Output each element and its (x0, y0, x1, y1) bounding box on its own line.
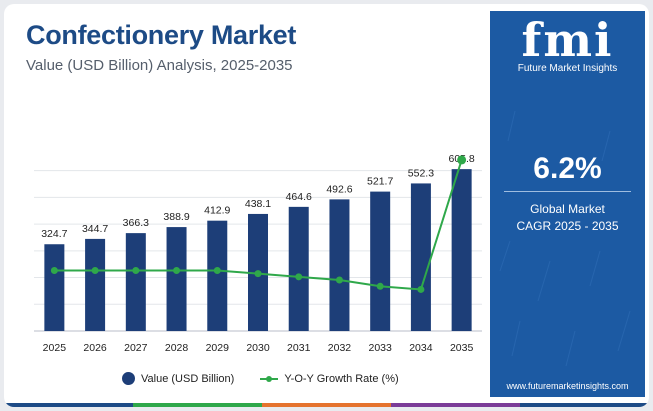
website-link[interactable]: www.futuremarketinsights.com (506, 381, 629, 391)
x-tick-label-2025: 2025 (43, 342, 67, 354)
bar-value-label-2030: 438.1 (245, 198, 271, 210)
bar-value-label-2028: 388.9 (163, 211, 189, 223)
bar-2028 (166, 227, 187, 331)
bar-2029 (207, 220, 228, 331)
legend-line-swatch (260, 375, 279, 382)
growth-point-2035 (457, 155, 467, 165)
legend-bar-label: Value (USD Billion) (141, 372, 235, 385)
bar-2034 (410, 183, 431, 331)
x-tick-label-2029: 2029 (206, 342, 230, 354)
bar-2026 (85, 238, 106, 331)
bottom-color-bar (4, 403, 649, 407)
growth-point-2027 (132, 267, 140, 274)
x-tick-label-2034: 2034 (409, 342, 433, 354)
x-tick-label-2026: 2026 (83, 342, 107, 354)
bar-line-chart: 324.7 2025 344.7 2026 366.3 2027 388.9 2028 412.… (34, 153, 482, 354)
bar-value-label-2026: 344.7 (82, 223, 108, 235)
bar-value-label-2032: 492.6 (326, 183, 352, 195)
growth-point-2032 (335, 276, 343, 284)
chart-legend: Value (USD Billion) Y-O-Y Growth Rate (%… (122, 372, 425, 385)
bottom-bar-segment (391, 403, 520, 407)
cagr-value: 6.2% (533, 152, 602, 185)
chart-card: Confectionery Market Value (USD Billion)… (4, 4, 649, 407)
growth-point-2031 (295, 273, 303, 281)
growth-point-2029 (213, 267, 221, 274)
bottom-bar-segment (520, 403, 649, 407)
logo-subtitle: Future Market Insights (517, 63, 618, 74)
x-tick-label-2030: 2030 (246, 342, 270, 354)
x-tick-label-2028: 2028 (165, 342, 189, 354)
page-subtitle: Value (USD Billion) Analysis, 2025-2035 (26, 57, 293, 74)
bottom-bar-segment (133, 403, 262, 407)
side-panel: fmi Future Market Insights 6.2% Global M… (490, 11, 645, 397)
panel-texture (499, 110, 631, 367)
bar-value-label-2029: 412.9 (204, 205, 230, 217)
growth-point-2026 (91, 267, 99, 274)
page-title: Confectionery Market (26, 20, 297, 50)
growth-point-2034 (417, 285, 425, 293)
legend-item-growth: Y-O-Y Growth Rate (%) (260, 372, 399, 385)
bottom-bar-segment (4, 403, 133, 407)
x-tick-label-2033: 2033 (369, 342, 393, 354)
bar-2032 (329, 199, 350, 331)
bar-value-label-2027: 366.3 (123, 217, 149, 229)
bar-2031 (288, 206, 309, 331)
bar-2025 (44, 244, 65, 331)
panel-divider (504, 191, 631, 192)
growth-point-2025 (50, 267, 58, 274)
x-tick-label-2027: 2027 (124, 342, 148, 354)
bar-value-label-2033: 521.7 (367, 176, 393, 188)
x-tick-label-2031: 2031 (287, 342, 311, 354)
growth-point-2028 (173, 267, 181, 274)
x-tick-label-2035: 2035 (450, 342, 474, 354)
legend-item-value: Value (USD Billion) (122, 372, 234, 385)
bar-value-label-2034: 552.3 (408, 167, 434, 179)
legend-bar-swatch (122, 372, 135, 385)
cagr-label-line1: Global Market (530, 202, 605, 216)
logo-mark: fmi (521, 13, 614, 67)
bottom-bar-segment (262, 403, 391, 407)
bar-2033 (370, 191, 391, 331)
bar-value-label-2031: 464.6 (286, 191, 312, 203)
bar-2027 (125, 233, 146, 331)
bar-2035 (451, 169, 472, 331)
cagr-label-line2: CAGR 2025 - 2035 (516, 219, 619, 233)
bar-value-label-2025: 324.7 (41, 228, 67, 240)
growth-point-2030 (254, 270, 262, 278)
growth-point-2033 (376, 282, 384, 290)
cagr-label: Global Market CAGR 2025 - 2035 (490, 201, 645, 235)
fmi-logo: fmi Future Market Insights (490, 15, 645, 74)
x-tick-label-2032: 2032 (328, 342, 352, 354)
legend-line-label: Y-O-Y Growth Rate (%) (284, 372, 399, 385)
